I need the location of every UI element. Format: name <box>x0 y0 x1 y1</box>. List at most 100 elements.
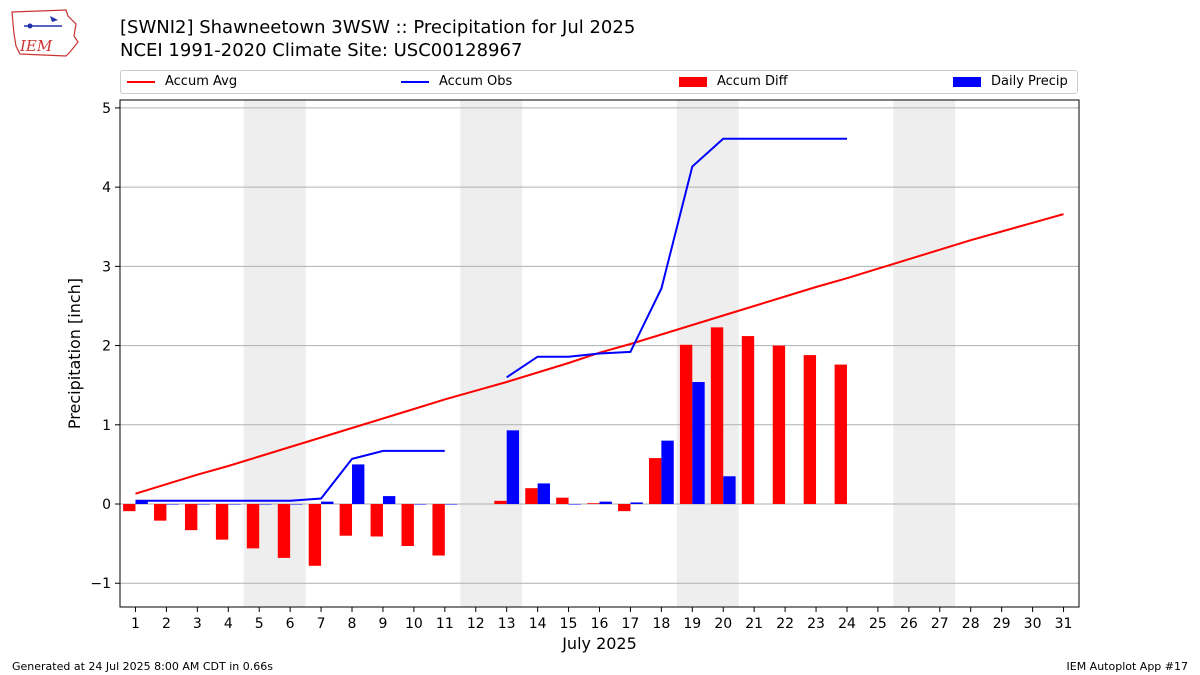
chart-legend: Accum Avg Accum Obs Accum Diff Daily Pre… <box>120 70 1078 94</box>
accum-diff-bar <box>494 500 507 505</box>
y-tick-label: 0 <box>102 497 111 513</box>
accum-diff-bar <box>772 345 786 505</box>
iowa-outline-icon <box>11 9 79 57</box>
x-tick-label: 6 <box>286 616 295 632</box>
accum-diff-bar <box>184 504 198 531</box>
accum-diff-bar <box>741 336 755 505</box>
chart-subtitle: NCEI 1991-2020 Climate Site: USC00128967 <box>120 40 523 61</box>
legend-label-accum-avg: Accum Avg <box>165 74 238 89</box>
legend-item-accum-obs: Accum Obs <box>401 74 512 89</box>
x-tick-label: 10 <box>405 616 423 632</box>
daily-precip-bar <box>723 476 736 505</box>
accum-diff-bar <box>308 504 322 566</box>
legend-item-daily-precip: Daily Precip <box>953 74 1068 89</box>
x-tick-label: 30 <box>1024 616 1042 632</box>
x-tick-label: 26 <box>900 616 918 632</box>
accum-diff-bar <box>401 504 414 547</box>
x-tick-label: 13 <box>498 616 516 632</box>
weekend-band <box>460 100 523 607</box>
accum-diff-bar <box>339 504 353 536</box>
daily-precip-bar <box>537 483 551 505</box>
x-tick-label: 2 <box>162 616 171 632</box>
daily-precip-bar <box>599 501 612 505</box>
daily-precip-bar <box>290 504 303 505</box>
x-tick-label: 3 <box>193 616 202 632</box>
daily-precip-bar <box>352 464 365 505</box>
legend-label-daily-precip: Daily Precip <box>991 74 1068 89</box>
x-tick-label: 11 <box>436 616 454 632</box>
daily-precip-bar <box>321 501 334 505</box>
daily-precip-bar <box>259 504 272 505</box>
x-tick-label: 22 <box>776 616 794 632</box>
daily-precip-bar <box>506 430 520 505</box>
daily-precip-bar <box>630 502 643 505</box>
accum-diff-bar <box>803 355 817 505</box>
x-tick-label: 12 <box>467 616 485 632</box>
x-tick-label: 4 <box>224 616 233 632</box>
accum-diff-bar <box>432 504 445 556</box>
x-tick-label: 31 <box>1055 616 1073 632</box>
legend-swatch-daily-precip <box>953 76 981 87</box>
accum-obs-line <box>135 137 847 502</box>
accum-diff-bar <box>679 344 693 505</box>
daily-precip-bar <box>228 504 241 505</box>
accum-diff-bar <box>710 327 724 505</box>
legend-item-accum-avg: Accum Avg <box>127 74 237 89</box>
iem-logo[interactable]: IEM <box>8 6 80 58</box>
x-tick-label: 27 <box>931 616 949 632</box>
footer-app-id: IEM Autoplot App #17 <box>1066 660 1189 673</box>
footer-generated: Generated at 24 Jul 2025 8:00 AM CDT in … <box>12 660 273 673</box>
legend-swatch-accum-diff <box>679 76 707 87</box>
legend-label-accum-obs: Accum Obs <box>439 74 513 89</box>
accum-diff-bar <box>154 504 167 521</box>
legend-swatch-accum-avg <box>127 80 155 83</box>
x-tick-label: 25 <box>869 616 887 632</box>
legend-item-accum-diff: Accum Diff <box>679 74 788 89</box>
daily-precip-bar <box>166 504 179 505</box>
x-tick-label: 8 <box>348 616 357 632</box>
y-tick-label: 1 <box>102 418 111 434</box>
x-axis-label: July 2025 <box>561 634 637 653</box>
daily-precip-bar <box>135 500 148 505</box>
x-tick-label: 23 <box>807 616 825 632</box>
accum-diff-bar <box>277 504 291 558</box>
x-tick-label: 21 <box>745 616 763 632</box>
daily-precip-bar <box>413 504 427 505</box>
accum-diff-bar <box>834 364 847 505</box>
daily-precip-bar <box>692 382 705 505</box>
logo-text: IEM <box>19 37 53 55</box>
daily-precip-bar <box>568 504 581 505</box>
daily-precip-bar <box>382 496 396 505</box>
x-tick-label: 28 <box>962 616 980 632</box>
x-tick-label: 15 <box>560 616 578 632</box>
legend-swatch-accum-obs <box>401 80 429 83</box>
x-tick-label: 16 <box>591 616 609 632</box>
x-tick-label: 20 <box>714 616 732 632</box>
accum-diff-bar <box>587 503 600 505</box>
x-tick-label: 17 <box>622 616 640 632</box>
accum-diff-bar <box>370 504 383 537</box>
x-tick-label: 29 <box>993 616 1011 632</box>
accum-diff-bar <box>618 504 631 512</box>
daily-precip-bar <box>444 504 458 505</box>
y-axis-label: Precipitation [inch] <box>65 278 84 429</box>
accum-diff-bar <box>215 504 229 540</box>
y-tick-label: −1 <box>90 576 111 592</box>
x-tick-label: 18 <box>652 616 670 632</box>
x-tick-label: 7 <box>317 616 326 632</box>
x-tick-label: 5 <box>255 616 264 632</box>
y-tick-label: 2 <box>102 339 111 355</box>
y-tick-label: 5 <box>102 101 111 117</box>
chart-title: [SWNI2] Shawneetown 3WSW :: Precipitatio… <box>120 17 636 38</box>
accum-diff-bar <box>648 458 662 505</box>
x-tick-label: 19 <box>683 616 701 632</box>
x-tick-label: 1 <box>131 616 140 632</box>
x-tick-label: 14 <box>529 616 547 632</box>
legend-label-accum-diff: Accum Diff <box>717 74 788 89</box>
x-tick-label: 24 <box>838 616 856 632</box>
accum-diff-bar <box>525 488 538 505</box>
accum-diff-bar <box>556 497 569 505</box>
x-tick-label: 9 <box>378 616 387 632</box>
y-tick-label: 4 <box>102 180 111 196</box>
